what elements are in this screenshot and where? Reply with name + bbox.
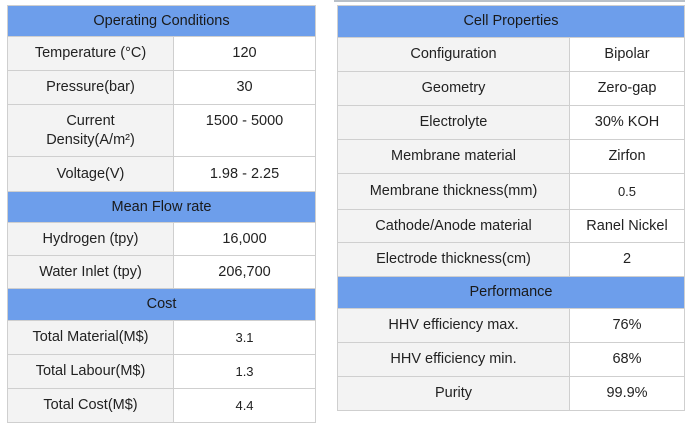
table-row: Temperature (°C) 120 [7,36,317,71]
row-value: 1500 - 5000 [172,104,317,157]
cell-properties-table: Cell Properties Configuration Bipolar Ge… [337,5,685,411]
row-label: Hydrogen (tpy) [7,222,174,256]
row-label: HHV efficiency max. [337,308,570,343]
row-value: 76% [569,308,685,343]
table-row: HHV efficiency max. 76% [337,308,685,343]
row-label: Water Inlet (tpy) [7,255,174,289]
table-row: Current Density(A/m²) 1500 - 5000 [7,104,317,157]
table-row: Water Inlet (tpy) 206,700 [7,255,317,289]
section-title: Mean Flow rate [6,191,317,223]
table-row: Purity 99.9% [337,376,685,411]
row-label: Total Cost(M$) [7,388,174,423]
table-row: Pressure(bar) 30 [7,70,317,105]
row-value: 1.98 - 2.25 [172,156,317,192]
row-label: Pressure(bar) [7,70,174,105]
row-label: Cathode/Anode material [337,209,570,243]
table-row: Electrode thickness(cm) 2 [337,242,685,277]
row-value: 99.9% [569,376,685,411]
section-title: Operating Conditions [6,5,317,37]
row-value: Zirfon [569,139,685,174]
row-value: 3.1 [172,320,317,355]
operating-conditions-table: Operating Conditions Temperature (°C) 12… [6,5,317,423]
table-row: Total Material(M$) 3.1 [7,320,317,355]
table-row: Total Labour(M$) 1.3 [7,354,317,389]
table-row: Membrane material Zirfon [337,139,685,174]
section-header-mean-flow-rate: Mean Flow rate [6,191,317,223]
row-value: Ranel Nickel [569,209,685,243]
section-header-performance: Performance [337,276,685,309]
table-row: Cathode/Anode material Ranel Nickel [337,209,685,243]
row-label: Total Material(M$) [7,320,174,355]
row-label: Temperature (°C) [7,36,174,71]
row-value: 2 [569,242,685,277]
section-header-cell-properties: Cell Properties [337,5,685,38]
row-label: Electrolyte [337,105,570,140]
row-value: 30 [172,70,317,105]
row-value: Bipolar [569,37,685,72]
table-row: Total Cost(M$) 4.4 [7,388,317,423]
row-label: Membrane material [337,139,570,174]
table-row: Voltage(V) 1.98 - 2.25 [7,156,317,192]
section-title: Performance [337,276,685,309]
top-divider-line [334,0,685,2]
row-label: Geometry [337,71,570,106]
section-header-operating-conditions: Operating Conditions [6,5,317,37]
row-label: Voltage(V) [7,156,174,192]
row-value: 0.5 [569,173,685,210]
table-row: Configuration Bipolar [337,37,685,72]
table-row: Hydrogen (tpy) 16,000 [7,222,317,256]
table-row: Geometry Zero-gap [337,71,685,106]
row-value: 4.4 [172,388,317,423]
row-label: Electrode thickness(cm) [337,242,570,277]
row-label: Current Density(A/m²) [7,104,174,157]
row-label: Total Labour(M$) [7,354,174,389]
section-header-cost: Cost [6,288,317,321]
row-label: Configuration [337,37,570,72]
row-label: Membrane thickness(mm) [337,173,570,210]
row-value: 68% [569,342,685,377]
row-value: 1.3 [172,354,317,389]
row-label: Purity [337,376,570,411]
row-value: 206,700 [172,255,317,289]
row-value: 30% KOH [569,105,685,140]
section-title: Cell Properties [337,5,685,38]
row-value: Zero-gap [569,71,685,106]
row-value: 120 [172,36,317,71]
table-row: HHV efficiency min. 68% [337,342,685,377]
row-value: 16,000 [172,222,317,256]
table-row: Electrolyte 30% KOH [337,105,685,140]
section-title: Cost [6,288,317,321]
table-row: Membrane thickness(mm) 0.5 [337,173,685,210]
row-label: HHV efficiency min. [337,342,570,377]
